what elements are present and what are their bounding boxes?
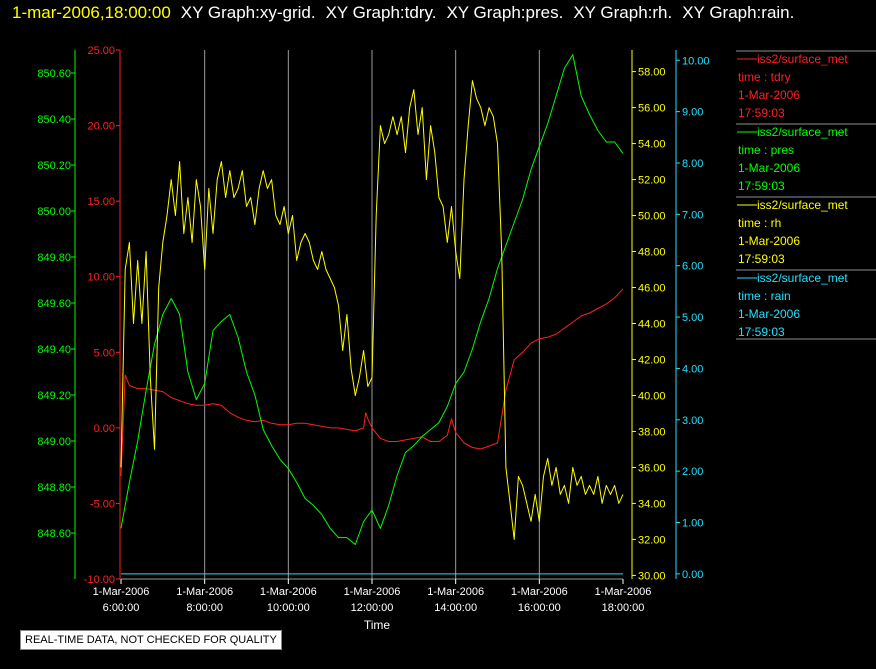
pres-tick-label: 850.00: [37, 206, 71, 218]
x-tick-time: 12:00:00: [351, 602, 394, 614]
rh-tick-label: 44.00: [638, 318, 666, 330]
tdry-tick-label: 20.00: [87, 121, 115, 133]
rh-tick-label: 58.00: [638, 67, 666, 79]
pres-tick-label: 850.60: [37, 68, 71, 80]
legend-source: iss2/surface_met: [757, 198, 848, 212]
pres-series-line: [120, 54, 624, 545]
legend-time: 17:59:03: [738, 325, 785, 339]
tdry-tick-label: 10.00: [87, 272, 115, 284]
legend-source: iss2/surface_met: [757, 271, 848, 285]
legend-field: time : tdry: [738, 70, 791, 84]
legend-field: time : rh: [738, 216, 781, 230]
legend-time: 17:59:03: [738, 106, 785, 120]
pres-tick-label: 849.60: [37, 298, 71, 310]
x-tick-time: 16:00:00: [518, 602, 561, 614]
x-tick-date: 1-Mar-2006: [93, 586, 150, 598]
legend-field: time : rain: [738, 289, 791, 303]
rain-tick-label: 2.00: [682, 466, 703, 478]
x-tick-date: 1-Mar-2006: [344, 586, 401, 598]
rh-tick-label: 46.00: [638, 283, 666, 295]
rh-tick-label: 34.00: [638, 498, 666, 510]
rain-tick-label: 9.00: [682, 107, 703, 119]
rain-tick-label: 8.00: [682, 158, 703, 170]
x-axis-label: Time: [364, 618, 391, 632]
tdry-tick-label: -5.00: [90, 498, 115, 510]
chart-title-bar: 1-mar-2006,18:00:00 XY Graph:xy-grid. XY G…: [12, 3, 794, 23]
graph-title-4: XY Graph:rain.: [682, 3, 795, 22]
legend-date: 1-Mar-2006: [738, 307, 800, 321]
rain-tick-label: 6.00: [682, 261, 703, 273]
tdry-tick-label: 5.00: [94, 347, 115, 359]
x-tick-time: 6:00:00: [103, 602, 140, 614]
x-tick-date: 1-Mar-2006: [427, 586, 484, 598]
pres-tick-label: 849.00: [37, 436, 71, 448]
x-tick-date: 1-Mar-2006: [176, 586, 233, 598]
tdry-tick-label: 0.00: [94, 423, 115, 435]
rh-tick-label: 36.00: [638, 462, 666, 474]
pres-tick-label: 849.20: [37, 390, 71, 402]
tdry-tick-label: 15.00: [87, 196, 115, 208]
rh-tick-label: 38.00: [638, 426, 666, 438]
rh-tick-label: 52.00: [638, 175, 666, 187]
legend-date: 1-Mar-2006: [738, 88, 800, 102]
x-tick-time: 10:00:00: [267, 602, 310, 614]
x-tick-date: 1-Mar-2006: [595, 586, 652, 598]
pres-tick-label: 848.60: [37, 528, 71, 540]
quality-notice: REAL-TIME DATA, NOT CHECKED FOR QUALITY: [20, 630, 282, 650]
rh-tick-label: 54.00: [638, 139, 666, 151]
rain-tick-label: 0.00: [682, 569, 703, 581]
rain-tick-label: 1.00: [682, 518, 703, 530]
rain-tick-label: 5.00: [682, 312, 703, 324]
rh-tick-label: 30.00: [638, 570, 666, 582]
grid-lines: [121, 50, 623, 580]
x-tick-date: 1-Mar-2006: [511, 586, 568, 598]
tdry-series-line: [120, 288, 624, 477]
graph-title-1: XY Graph:tdry.: [325, 3, 437, 22]
header-timestamp: 1-mar-2006,18:00:00: [12, 3, 171, 22]
legend-source: iss2/surface_met: [757, 125, 848, 139]
x-tick-time: 18:00:00: [602, 602, 645, 614]
tdry-tick-label: -10.00: [84, 574, 115, 586]
pres-tick-label: 850.40: [37, 114, 71, 126]
rain-tick-label: 3.00: [682, 415, 703, 427]
legend-date: 1-Mar-2006: [738, 234, 800, 248]
graph-title-3: XY Graph:rh.: [573, 3, 673, 22]
rh-tick-label: 32.00: [638, 534, 666, 546]
rh-tick-label: 56.00: [638, 103, 666, 115]
pres-tick-label: 849.40: [37, 344, 71, 356]
rh-tick-label: 40.00: [638, 390, 666, 402]
rh-tick-label: 50.00: [638, 211, 666, 223]
rh-tick-label: 48.00: [638, 247, 666, 259]
rain-tick-label: 10.00: [682, 55, 710, 67]
x-tick-date: 1-Mar-2006: [260, 586, 317, 598]
rain-tick-label: 4.00: [682, 363, 703, 375]
pres-tick-label: 848.80: [37, 482, 71, 494]
rain-tick-label: 7.00: [682, 209, 703, 221]
pres-tick-label: 850.20: [37, 160, 71, 172]
x-tick-time: 14:00:00: [434, 602, 477, 614]
axes: 848.60 848.80 849.00 849.20 849.40 849.60 849.…: [37, 45, 709, 586]
legend-time: 17:59:03: [738, 252, 785, 266]
pres-tick-label: 849.80: [37, 252, 71, 264]
legend-field: time : pres: [738, 143, 794, 157]
rh-series-line: [120, 80, 624, 540]
rh-tick-label: 42.00: [638, 354, 666, 366]
legend-date: 1-Mar-2006: [738, 161, 800, 175]
graph-title-0: XY Graph:xy-grid.: [180, 3, 316, 22]
tdry-tick-label: 25.00: [87, 45, 115, 57]
x-tick-time: 8:00:00: [186, 602, 223, 614]
graph-title-2: XY Graph:pres.: [446, 3, 564, 22]
data-series: [120, 54, 624, 575]
legend-time: 17:59:03: [738, 179, 785, 193]
legend-source: iss2/surface_met: [757, 52, 848, 66]
x-axis-ticks: 1-Mar-2006 6:00:00 1-Mar-2006 8:00:00 1-Mar-…: [93, 579, 652, 614]
